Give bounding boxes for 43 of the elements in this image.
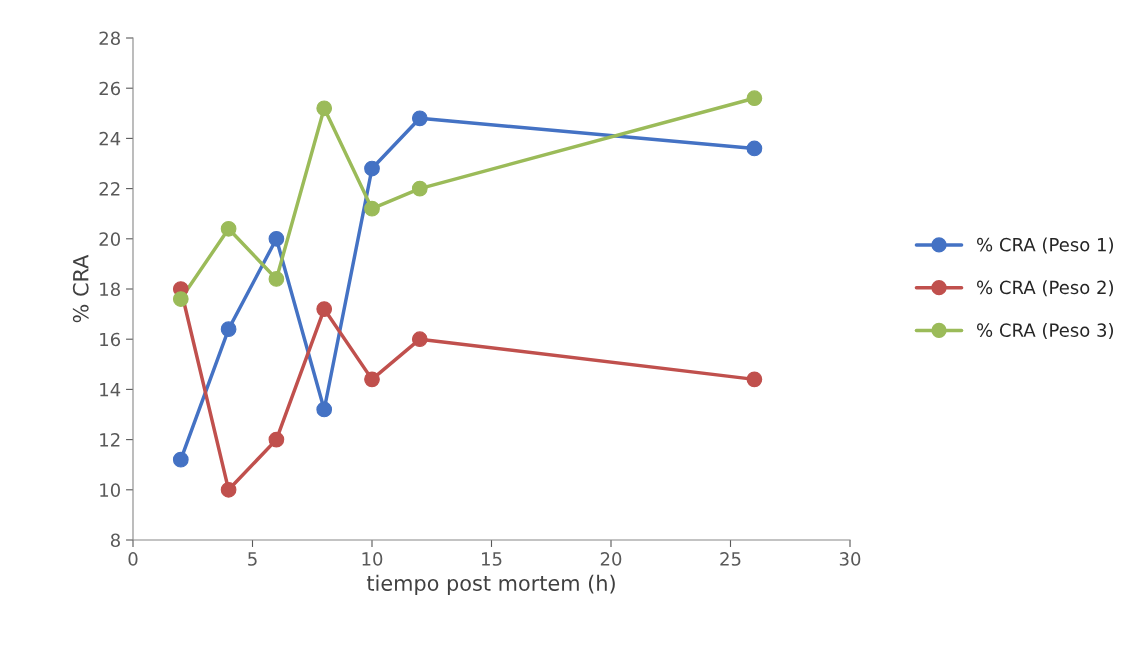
y-tick-label: 14 [100, 383, 121, 397]
y-tick-label: 24 [99, 131, 121, 146]
point [746, 90, 763, 107]
point [411, 180, 428, 197]
x-tick-label: 30 [839, 552, 861, 566]
legend-label: % CRA (Peso 2) [977, 280, 1113, 297]
legend-label: % CRA (Peso 1) [977, 237, 1113, 254]
x-tick-label: 20 [600, 552, 622, 566]
point [220, 220, 237, 237]
x-tick-label: 10 [362, 552, 383, 566]
x-tick-label: 15 [482, 552, 502, 566]
x-axis-title: tiempo post mortem (h) [366, 574, 615, 595]
x-tick-label: 5 [248, 552, 257, 566]
y-axis-title: % CRA [72, 254, 89, 323]
y-tick-label: 16 [100, 332, 121, 347]
point [172, 451, 189, 468]
y-tick-label: 28 [99, 31, 120, 46]
point [364, 371, 380, 388]
x-tick-label: 25 [720, 552, 741, 566]
point [316, 301, 333, 317]
point [220, 321, 237, 338]
point [364, 160, 380, 177]
y-tick-label: 22 [99, 182, 120, 196]
point [316, 401, 333, 418]
point [220, 481, 237, 498]
x-tick-label: 0 [128, 552, 138, 566]
y-tick-label: 10 [100, 483, 120, 497]
point [316, 100, 333, 117]
legend-label: % CRA (Peso 3) [977, 323, 1113, 340]
point [411, 110, 428, 127]
point [268, 431, 285, 448]
y-tick-label: 18 [100, 282, 120, 297]
point [746, 140, 763, 157]
y-tick-label: 12 [100, 433, 120, 447]
point [746, 371, 763, 388]
y-tick-label: 8 [110, 533, 120, 548]
y-tick-label: 26 [99, 81, 121, 96]
point [172, 291, 189, 307]
point [411, 331, 428, 348]
point [268, 230, 285, 247]
point [268, 271, 285, 287]
point [364, 200, 380, 217]
y-tick-label: 20 [99, 232, 120, 246]
